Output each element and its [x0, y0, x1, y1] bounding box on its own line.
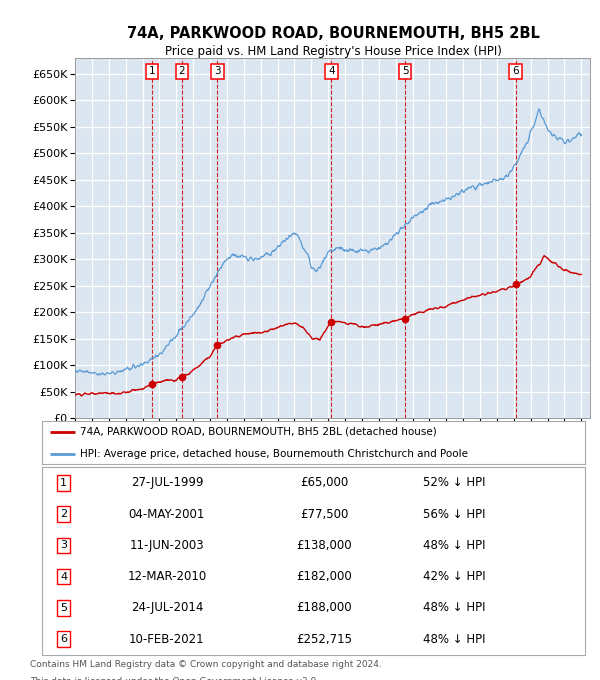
Text: £138,000: £138,000 — [296, 539, 352, 552]
Text: 5: 5 — [60, 603, 67, 613]
Text: 1: 1 — [60, 478, 67, 488]
Text: £65,000: £65,000 — [300, 476, 349, 490]
Text: This data is licensed under the Open Government Licence v3.0.: This data is licensed under the Open Gov… — [30, 677, 319, 680]
Text: 3: 3 — [214, 67, 221, 76]
Text: 74A, PARKWOOD ROAD, BOURNEMOUTH, BH5 2BL: 74A, PARKWOOD ROAD, BOURNEMOUTH, BH5 2BL — [127, 26, 539, 41]
Text: 42% ↓ HPI: 42% ↓ HPI — [424, 570, 486, 583]
Text: 3: 3 — [60, 541, 67, 550]
Text: 4: 4 — [328, 67, 335, 76]
Text: 74A, PARKWOOD ROAD, BOURNEMOUTH, BH5 2BL (detached house): 74A, PARKWOOD ROAD, BOURNEMOUTH, BH5 2BL… — [80, 427, 437, 437]
Text: 04-MAY-2001: 04-MAY-2001 — [129, 507, 205, 521]
Text: 27-JUL-1999: 27-JUL-1999 — [131, 476, 203, 490]
Text: 48% ↓ HPI: 48% ↓ HPI — [424, 632, 486, 646]
Text: 1: 1 — [149, 67, 155, 76]
Text: 48% ↓ HPI: 48% ↓ HPI — [424, 601, 486, 615]
Text: £252,715: £252,715 — [296, 632, 352, 646]
Text: 4: 4 — [60, 572, 67, 581]
Text: 2: 2 — [60, 509, 67, 519]
Text: 11-JUN-2003: 11-JUN-2003 — [130, 539, 204, 552]
Text: 10-FEB-2021: 10-FEB-2021 — [129, 632, 205, 646]
Text: £77,500: £77,500 — [300, 507, 349, 521]
Text: HPI: Average price, detached house, Bournemouth Christchurch and Poole: HPI: Average price, detached house, Bour… — [80, 449, 468, 458]
Text: 12-MAR-2010: 12-MAR-2010 — [127, 570, 206, 583]
Text: £188,000: £188,000 — [296, 601, 352, 615]
Text: 6: 6 — [60, 634, 67, 644]
Text: Contains HM Land Registry data © Crown copyright and database right 2024.: Contains HM Land Registry data © Crown c… — [30, 660, 382, 669]
Text: 48% ↓ HPI: 48% ↓ HPI — [424, 539, 486, 552]
Text: Price paid vs. HM Land Registry's House Price Index (HPI): Price paid vs. HM Land Registry's House … — [164, 45, 502, 58]
Text: 24-JUL-2014: 24-JUL-2014 — [131, 601, 203, 615]
Text: 52% ↓ HPI: 52% ↓ HPI — [424, 476, 486, 490]
Text: 6: 6 — [512, 67, 519, 76]
Text: £182,000: £182,000 — [296, 570, 352, 583]
Text: 2: 2 — [179, 67, 185, 76]
Text: 5: 5 — [402, 67, 409, 76]
Text: 56% ↓ HPI: 56% ↓ HPI — [424, 507, 486, 521]
